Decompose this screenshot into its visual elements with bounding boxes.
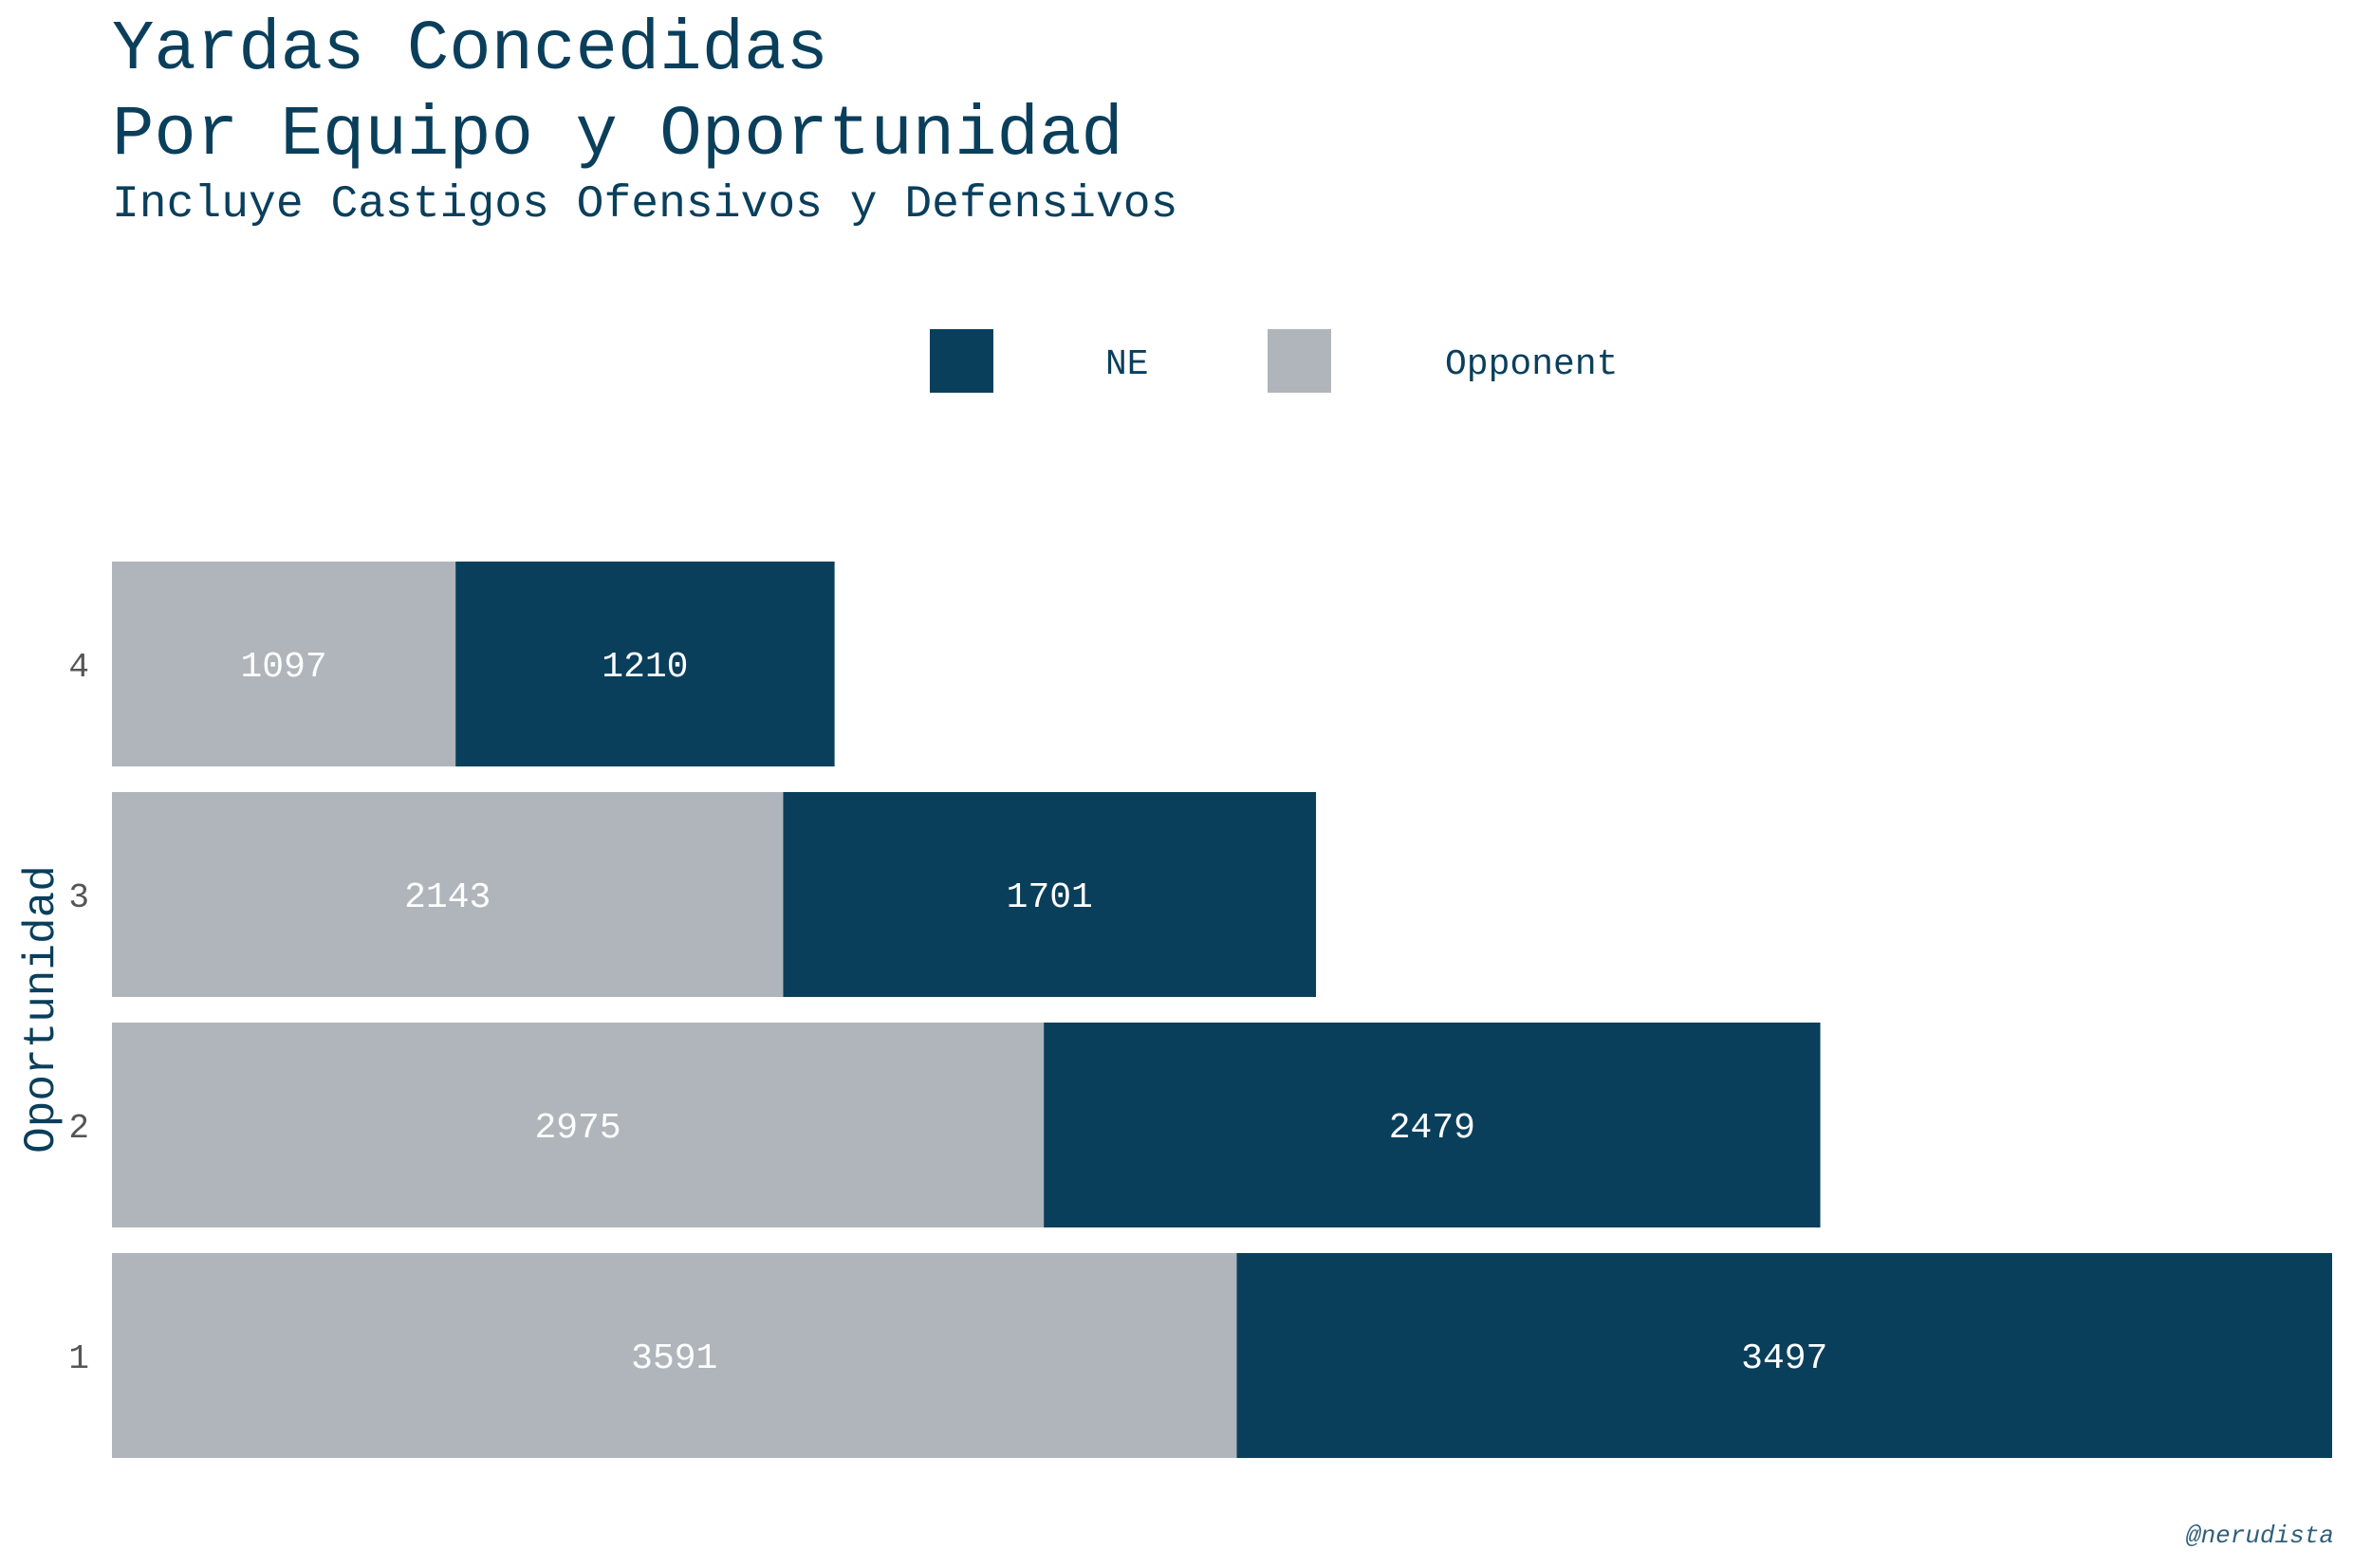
y-tick-label-2: 2	[68, 1109, 89, 1148]
bar-opponent-4	[112, 562, 456, 766]
legend-label-opponent: Opponent	[1445, 344, 1618, 385]
bar-opponent-3	[112, 792, 784, 997]
bar-ne-1	[1236, 1253, 2332, 1458]
bar-label-ne-3: 1701	[1007, 877, 1093, 918]
legend-swatch-opponent	[1268, 329, 1331, 393]
bar-label-ne-2: 2479	[1389, 1108, 1475, 1149]
y-tick-label-3: 3	[68, 878, 89, 917]
bar-label-opponent-4: 1097	[240, 647, 326, 688]
y-tick-label-1: 1	[68, 1339, 89, 1378]
chart-subtitle: Incluye Castigos Ofensivos y Defensivos	[112, 179, 1178, 231]
bar-ne-2	[1044, 1023, 1821, 1227]
chart-title: Yardas Concedidas Por Equipo y Oportunid…	[112, 8, 1123, 178]
bar-opponent-2	[112, 1023, 1045, 1227]
y-axis-ticks: 1 2 3 4	[68, 648, 89, 1378]
bars	[112, 562, 2332, 1458]
bar-label-opponent-3: 2143	[404, 877, 491, 918]
y-tick-label-4: 4	[68, 648, 89, 687]
bar-label-ne-4: 1210	[602, 647, 688, 688]
bar-label-opponent-2: 2975	[534, 1108, 621, 1149]
legend-swatch-ne	[930, 329, 993, 393]
y-axis-title: Oportunidad	[17, 865, 66, 1153]
bar-ne-4	[455, 562, 835, 766]
legend: NE Opponent	[930, 329, 1618, 393]
bar-labels: 3591 3497 2975 2479 2143 1701 1097 1210	[240, 647, 1827, 1379]
chart-title-line-2: Por Equipo y Oportunidad	[112, 96, 1123, 175]
legend-label-ne: NE	[1105, 344, 1149, 385]
chart-title-line-1: Yardas Concedidas	[112, 10, 828, 90]
bar-label-ne-1: 3497	[1741, 1338, 1827, 1379]
bar-opponent-1	[112, 1253, 1237, 1458]
bar-label-opponent-1: 3591	[631, 1338, 717, 1379]
caption: @nerudista	[2185, 1522, 2334, 1550]
bar-ne-3	[783, 792, 1317, 997]
